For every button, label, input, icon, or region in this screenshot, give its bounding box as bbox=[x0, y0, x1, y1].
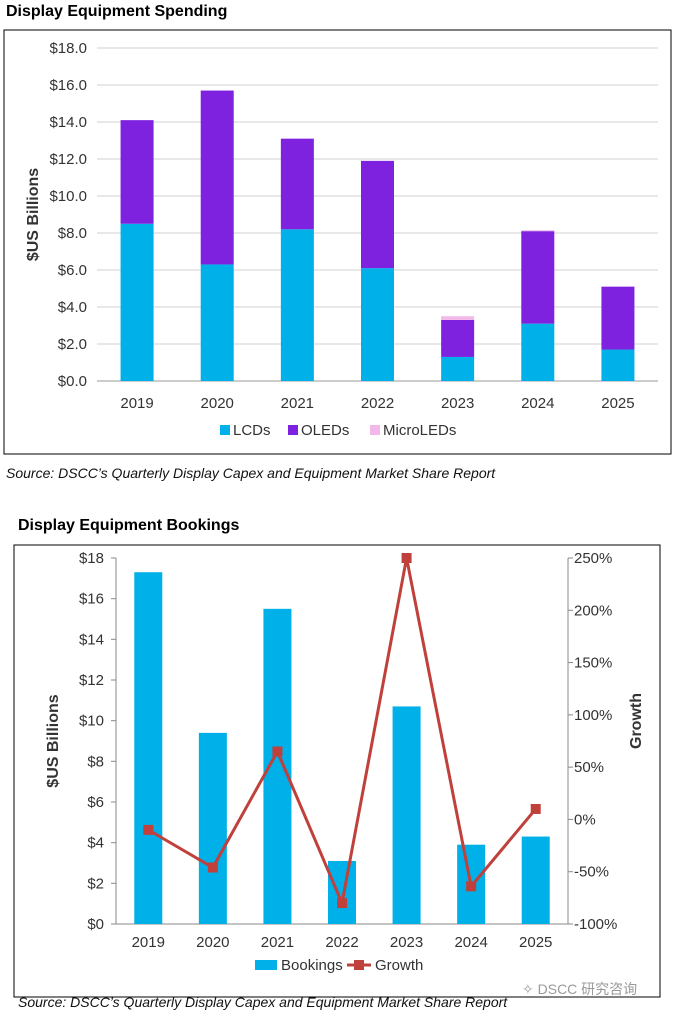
chart2-frame bbox=[13, 544, 661, 998]
chart2-growth-point-2024 bbox=[466, 881, 477, 892]
chart1-bar-oleds-2024 bbox=[521, 231, 555, 324]
chart1-x-tick-label: 2019 bbox=[120, 395, 153, 412]
chart2-y-tick-label: $0 bbox=[87, 916, 104, 933]
watermark-text: DSCC 研究咨询 bbox=[537, 981, 638, 997]
chart2-y2-tick-label: 50% bbox=[574, 759, 604, 776]
chart1-legend-swatch-oleds bbox=[288, 425, 298, 435]
chart1-y-tick-label: $16.0 bbox=[49, 77, 87, 94]
chart2-y2-tick-label: -50% bbox=[574, 864, 609, 881]
chart2-legend-label-bookings: Bookings bbox=[281, 957, 343, 974]
chart1-y-axis-label: $US Billions bbox=[25, 168, 42, 261]
chart2-y-tick-label: $18 bbox=[79, 550, 104, 567]
chart1-bar-oleds-2020 bbox=[200, 90, 234, 265]
chart2-y-tick-label: $16 bbox=[79, 591, 104, 608]
chart1-x-tick-label: 2025 bbox=[601, 395, 634, 412]
chart2-y-tick-label: $10 bbox=[79, 713, 104, 730]
chart2-bar-bookings-2019 bbox=[134, 572, 163, 924]
chart2-y2-tick-label: 200% bbox=[574, 602, 612, 619]
chart2-x-tick-label: 2020 bbox=[196, 934, 229, 951]
chart1-frame bbox=[3, 29, 672, 455]
chart2-bar-bookings-2025 bbox=[521, 836, 550, 924]
chart2-bar-bookings-2022 bbox=[328, 860, 356, 924]
chart2-bar-bookings-2023 bbox=[392, 706, 421, 924]
chart1-bar-lcds-2020 bbox=[200, 264, 234, 381]
chart2-y-tick-label: $6 bbox=[87, 794, 104, 811]
chart1-x-tick-label: 2022 bbox=[361, 395, 394, 412]
chart2-legend-swatch-bookings bbox=[255, 960, 277, 970]
chart2-growth-point-2025 bbox=[530, 803, 541, 814]
chart1-legend-label-lcds: LCDs bbox=[233, 422, 271, 439]
chart2-x-tick-label: 2019 bbox=[132, 934, 165, 951]
chart2-y-tick-label: $14 bbox=[79, 631, 104, 648]
chart1-y-tick-label: $18.0 bbox=[49, 40, 87, 57]
chart2-y2-tick-label: 250% bbox=[574, 550, 612, 567]
watermark: ✧ DSCC 研究咨询 bbox=[522, 979, 637, 999]
chart1-y-tick-label: $10.0 bbox=[49, 188, 87, 205]
chart2-x-tick-label: 2023 bbox=[390, 934, 423, 951]
chart2-y-tick-label: $4 bbox=[87, 835, 104, 852]
chart2-legend-swatch-growth-marker bbox=[354, 960, 364, 970]
chart1-bar-lcds-2023 bbox=[441, 356, 475, 381]
chart2-y-tick-label: $2 bbox=[87, 875, 104, 892]
chart1-source: Source: DSCC’s Quarterly Display Capex a… bbox=[6, 465, 496, 481]
chart1-x-tick-label: 2024 bbox=[521, 395, 554, 412]
chart2-x-tick-label: 2021 bbox=[261, 934, 294, 951]
chart2-y2-tick-label: 150% bbox=[574, 655, 612, 672]
chart1-y-tick-label: $8.0 bbox=[58, 225, 87, 242]
chart1-legend-label-oleds: OLEDs bbox=[301, 422, 349, 439]
chart1-x-tick-label: 2023 bbox=[441, 395, 474, 412]
chart2-svg: $0 $2 $4 $6 $8 $10 $12 $14 $16 $18 -100% -50% 0% 50% 1… bbox=[13, 544, 661, 998]
chart1-legend-swatch-microleds bbox=[370, 425, 380, 435]
chart2-x-tick-label: 2025 bbox=[519, 934, 552, 951]
chart1-y-tick-label: $14.0 bbox=[49, 114, 87, 131]
chat-bubble-icon: ✧ bbox=[522, 981, 534, 997]
chart1-legend-label-microleds: MicroLEDs bbox=[383, 422, 456, 439]
chart2-x-tick-label: 2024 bbox=[454, 934, 487, 951]
chart2-growth-point-2022 bbox=[337, 898, 347, 909]
chart1-bar-oleds-2025 bbox=[601, 286, 635, 350]
chart1-svg: $0.0 $2.0 $4.0 $6.0 $8.0 $10.0 $12.0 $14.0 $16.0… bbox=[3, 29, 672, 455]
chart1-bar-lcds-2024 bbox=[521, 323, 555, 381]
chart2-source: Source: DSCC’s Quarterly Display Capex a… bbox=[18, 994, 508, 1010]
chart1-y-tick-label: $6.0 bbox=[58, 262, 87, 279]
chart1-y-tick-label: $12.0 bbox=[49, 151, 87, 168]
chart1-y-tick-label: $0.0 bbox=[58, 373, 87, 390]
chart1-bar-lcds-2019 bbox=[120, 223, 154, 381]
chart1-legend-swatch-lcds bbox=[220, 425, 230, 435]
chart1-title: Display Equipment Spending bbox=[6, 3, 228, 20]
chart1-y-tick-label: $2.0 bbox=[58, 336, 87, 353]
chart1-bar-oleds-2021 bbox=[280, 138, 314, 230]
chart2-growth-point-2020 bbox=[207, 862, 218, 873]
chart1-x-tick-label: 2021 bbox=[281, 395, 314, 412]
chart2-y2-axis-label: Growth bbox=[628, 693, 645, 749]
chart2-growth-point-2023 bbox=[401, 553, 412, 563]
chart2-title: Display Equipment Bookings bbox=[18, 517, 240, 534]
chart1-bar-lcds-2025 bbox=[601, 349, 635, 381]
chart2-y2-tick-label: 100% bbox=[574, 707, 612, 724]
chart2-x-tick-label: 2022 bbox=[325, 934, 358, 951]
chart2-growth-point-2021 bbox=[272, 746, 283, 757]
chart1-y-tick-label: $4.0 bbox=[58, 299, 87, 316]
chart1-bar-microleds-2023 bbox=[441, 316, 475, 320]
chart1-bar-microleds-2024 bbox=[521, 230, 555, 232]
chart2-y2-tick-label: 0% bbox=[574, 811, 596, 828]
chart1-bar-lcds-2021 bbox=[280, 229, 314, 381]
chart2-bar-bookings-2020 bbox=[198, 732, 227, 924]
chart1-bar-oleds-2022 bbox=[361, 160, 394, 269]
chart2-y-tick-label: $8 bbox=[87, 753, 104, 770]
chart1-bar-oleds-2023 bbox=[441, 319, 475, 357]
chart2-y2-tick-label: -100% bbox=[574, 916, 617, 933]
chart2-y-tick-label: $12 bbox=[79, 672, 104, 689]
chart2-growth-point-2019 bbox=[143, 824, 154, 835]
chart1-bar-oleds-2019 bbox=[120, 120, 154, 224]
chart1-bar-lcds-2022 bbox=[361, 268, 394, 381]
chart2-y-axis-label: $US Billions bbox=[45, 694, 62, 787]
chart1-x-tick-label: 2020 bbox=[201, 395, 234, 412]
chart2-legend-label-growth: Growth bbox=[375, 957, 423, 974]
